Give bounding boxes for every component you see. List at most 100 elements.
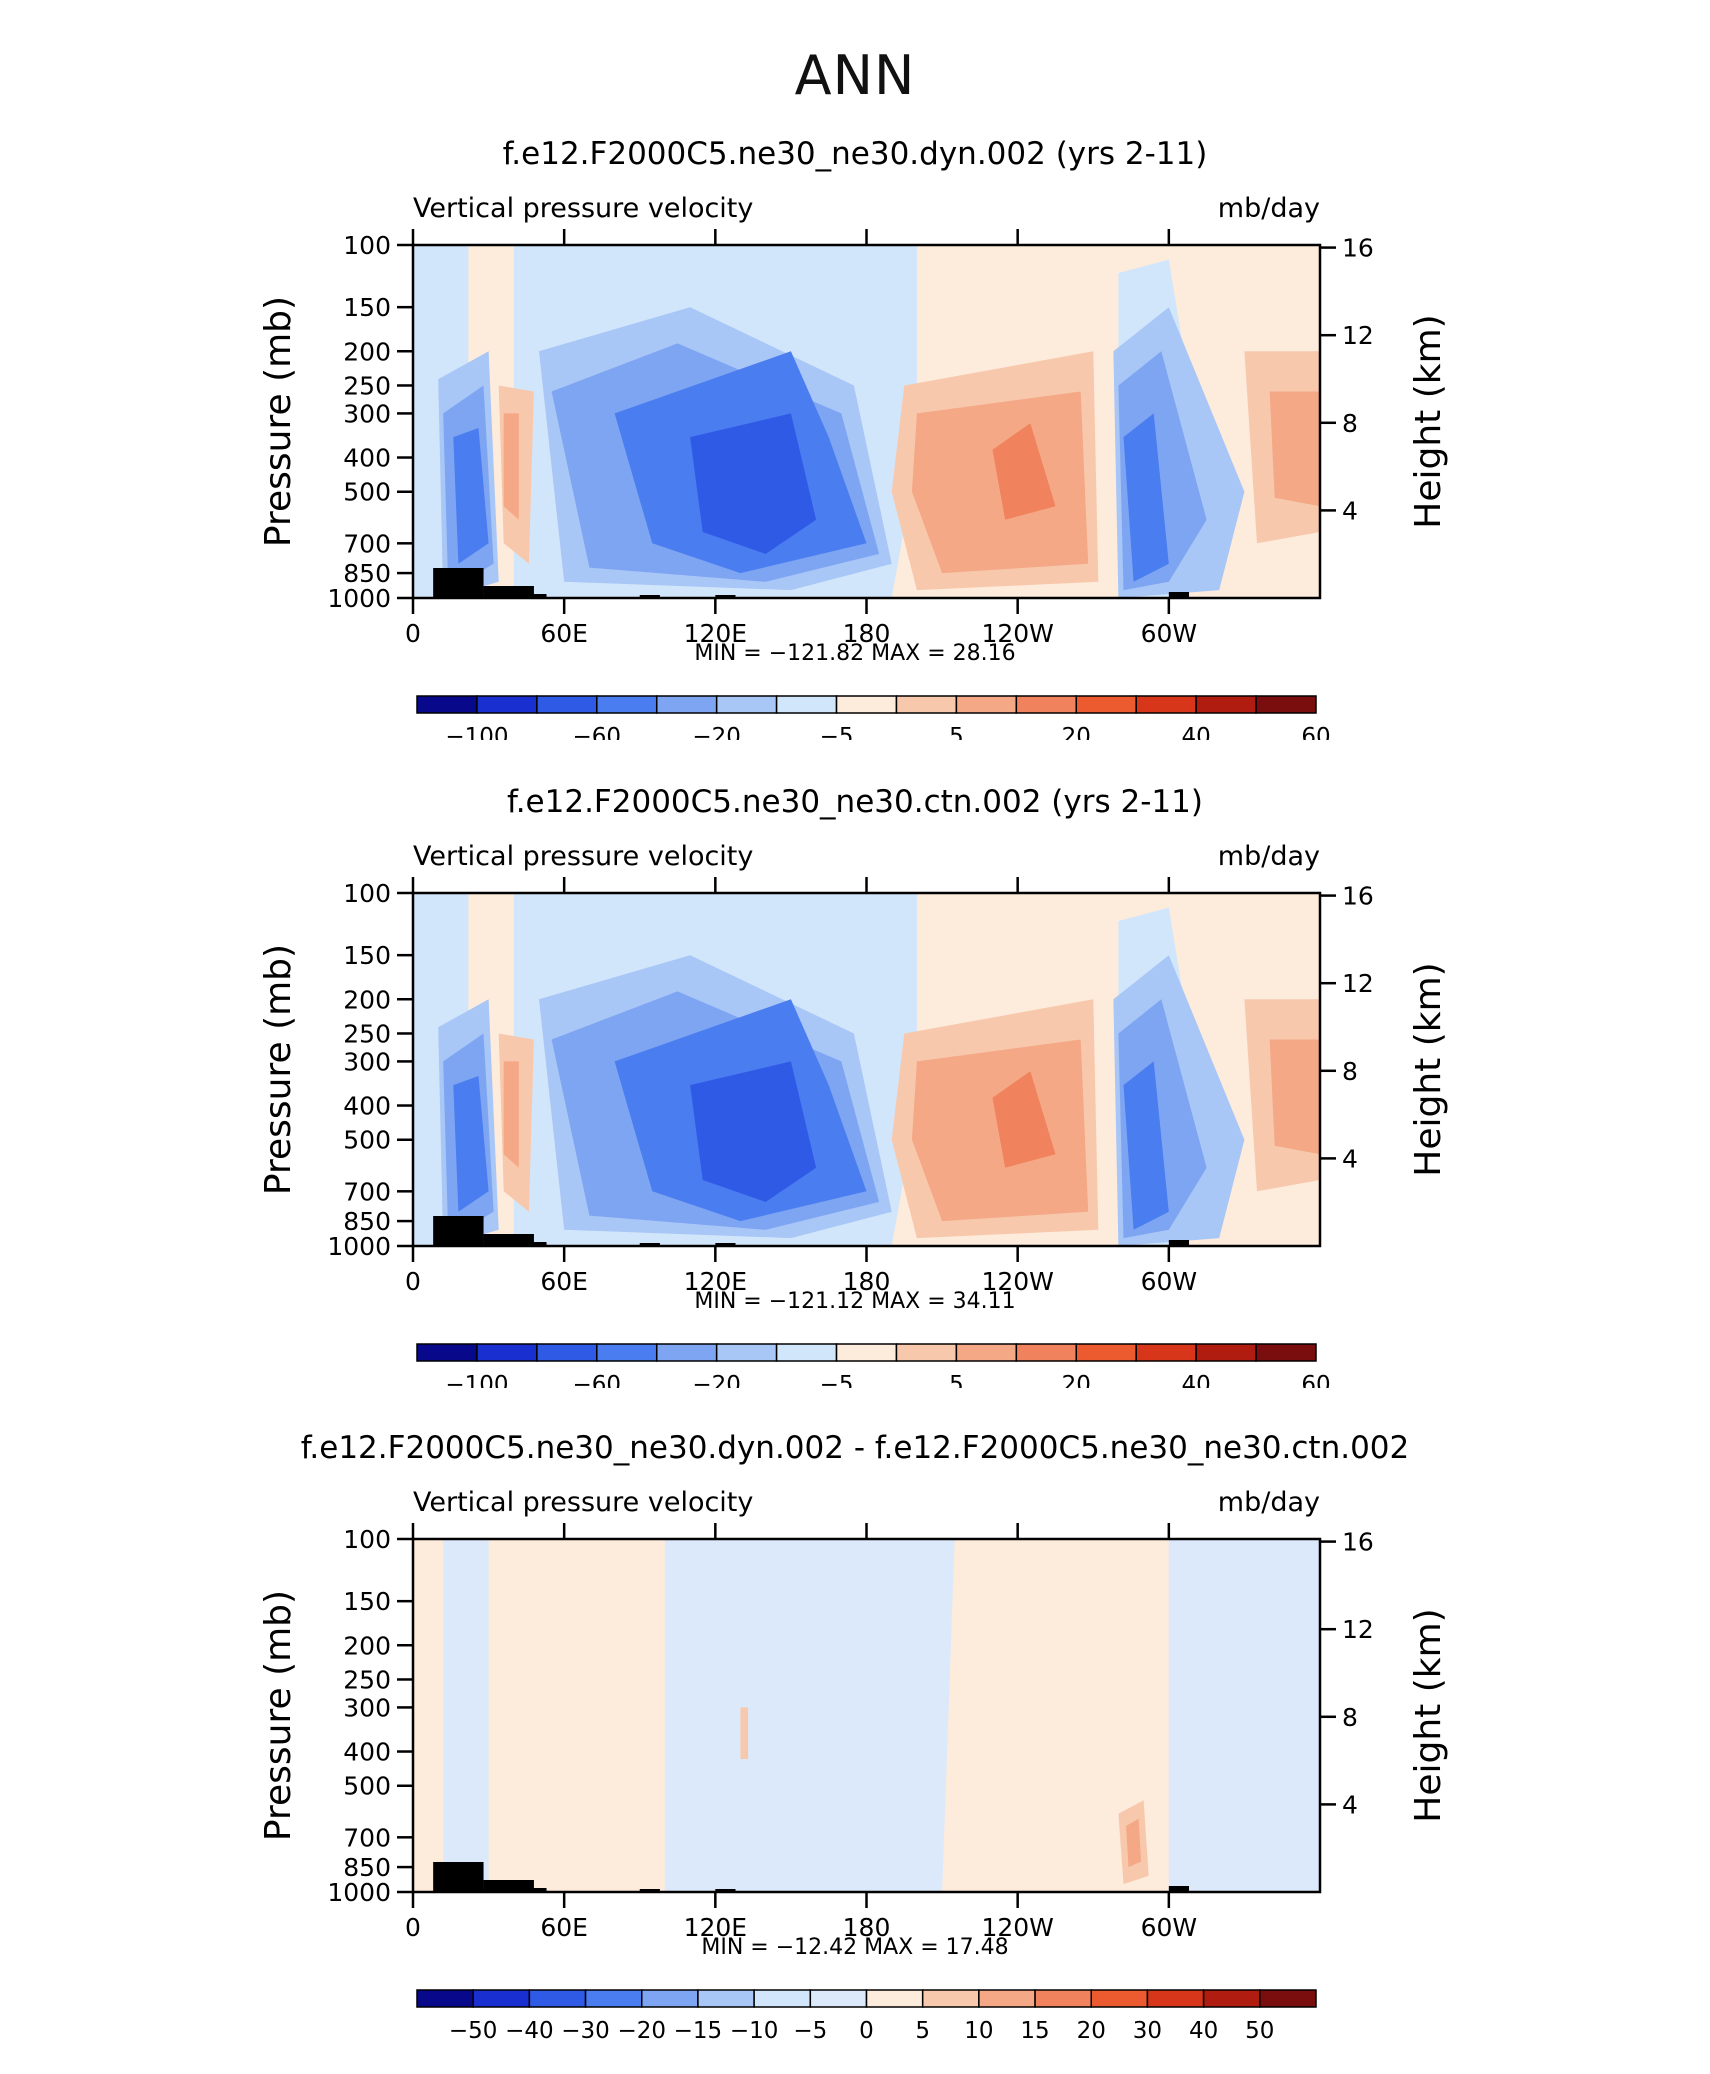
colorbar-swatch bbox=[955, 1343, 1018, 1362]
y-tick-label: 1000 bbox=[327, 1878, 391, 1907]
y-right-tick-label: 4 bbox=[1342, 1790, 1358, 1819]
colorbar-swatch bbox=[1075, 695, 1137, 714]
colorbar-swatch bbox=[921, 1989, 980, 2008]
contour-fill bbox=[453, 428, 489, 564]
y-tick-label: 850 bbox=[343, 1207, 391, 1236]
topography bbox=[526, 1242, 547, 1246]
x-tick-label: 180 bbox=[843, 619, 891, 648]
topography bbox=[483, 586, 534, 598]
colorbar-label: 20 bbox=[1062, 1372, 1091, 1388]
y-right-tick-label: 8 bbox=[1342, 1057, 1358, 1086]
y-tick-label: 500 bbox=[343, 1126, 391, 1155]
y-tick-label: 200 bbox=[343, 337, 391, 366]
colorbar-swatch bbox=[809, 1989, 868, 2008]
y-right-axis-label: Height (km) bbox=[1408, 1608, 1449, 1822]
colorbar-swatch bbox=[1255, 1343, 1317, 1362]
colorbar-label: 60 bbox=[1301, 724, 1330, 740]
colorbar-swatch bbox=[476, 1343, 538, 1362]
colorbar-swatch bbox=[1034, 1989, 1092, 2008]
panel-title: f.e12.F2000C5.ne30_ne30.dyn.002 - f.e12.… bbox=[301, 1430, 1410, 1466]
x-tick-label: 120E bbox=[684, 619, 748, 648]
topography bbox=[1168, 592, 1189, 598]
y-right-axis-label: Height (km) bbox=[1408, 314, 1449, 528]
topography bbox=[526, 594, 547, 598]
x-tick-label: 60E bbox=[540, 1267, 588, 1296]
x-tick-label: 180 bbox=[843, 1267, 891, 1296]
y-tick-label: 850 bbox=[343, 559, 391, 588]
contour-fill bbox=[740, 1707, 749, 1759]
colorbar-label: 40 bbox=[1189, 2018, 1218, 2044]
y-tick-label: 250 bbox=[343, 1665, 391, 1694]
colorbar-swatch bbox=[1075, 1343, 1137, 1362]
page-title: ANN bbox=[794, 44, 916, 107]
colorbar-swatch bbox=[1015, 695, 1078, 714]
colorbar-label: 40 bbox=[1181, 724, 1210, 740]
x-tick-label: 60E bbox=[540, 619, 588, 648]
y-tick-label: 400 bbox=[343, 1738, 391, 1767]
colorbar-swatch bbox=[655, 1343, 718, 1362]
y-right-tick-label: 8 bbox=[1342, 409, 1358, 438]
topography bbox=[1168, 1886, 1189, 1892]
colorbar-swatch bbox=[596, 695, 658, 714]
y-tick-label: 1000 bbox=[327, 1232, 391, 1261]
colorbar-label: 20 bbox=[1077, 2018, 1106, 2044]
colorbar-swatch bbox=[416, 695, 478, 714]
min-max-stats: MIN = −121.12 MAX = 34.11 bbox=[694, 1289, 1015, 1314]
colorbar-swatch bbox=[1255, 695, 1317, 714]
colorbar-label: −20 bbox=[692, 724, 741, 740]
y-tick-label: 850 bbox=[343, 1853, 391, 1882]
y-axis-label: Pressure (mb) bbox=[258, 944, 299, 1195]
y-tick-label: 700 bbox=[343, 1823, 391, 1852]
topography bbox=[1168, 1240, 1189, 1246]
contour-fill bbox=[1123, 413, 1169, 582]
contour-fill bbox=[690, 413, 817, 554]
colorbar-label: 40 bbox=[1181, 1372, 1210, 1388]
y-tick-label: 300 bbox=[343, 399, 391, 428]
topography bbox=[715, 595, 736, 598]
contour-fill bbox=[1126, 1818, 1142, 1868]
y-tick-label: 700 bbox=[343, 1177, 391, 1206]
colorbar-label: −60 bbox=[573, 724, 622, 740]
colorbar-swatch bbox=[895, 1343, 958, 1362]
colorbar-swatch bbox=[416, 1989, 474, 2008]
y-tick-label: 150 bbox=[343, 941, 391, 970]
y-right-tick-label: 4 bbox=[1342, 1144, 1358, 1173]
y-right-axis-label: Height (km) bbox=[1408, 962, 1449, 1176]
plot-area bbox=[413, 1539, 1320, 1892]
y-tick-label: 150 bbox=[343, 1587, 391, 1616]
x-tick-label: 120W bbox=[981, 619, 1053, 648]
x-tick-label: 120E bbox=[684, 1913, 748, 1942]
contour-fill bbox=[1123, 1061, 1169, 1230]
x-tick-label: 60E bbox=[540, 1913, 588, 1942]
chart-panel-diff: f.e12.F2000C5.ne30_ne30.dyn.002 - f.e12.… bbox=[258, 1430, 1449, 2044]
y-tick-label: 250 bbox=[343, 371, 391, 400]
x-tick-label: 60W bbox=[1141, 619, 1198, 648]
y-tick-label: 250 bbox=[343, 1019, 391, 1048]
plot-area bbox=[413, 893, 1320, 1246]
y-right-tick-label: 12 bbox=[1342, 321, 1374, 350]
topography bbox=[639, 1243, 660, 1246]
y-tick-label: 1000 bbox=[327, 584, 391, 613]
y-tick-label: 500 bbox=[343, 478, 391, 507]
y-right-tick-label: 16 bbox=[1342, 882, 1374, 911]
y-right-tick-label: 12 bbox=[1342, 1615, 1374, 1644]
y-right-tick-label: 16 bbox=[1342, 1528, 1374, 1557]
colorbar-swatch bbox=[1202, 1989, 1261, 2008]
colorbar-label: 20 bbox=[1062, 724, 1091, 740]
topography bbox=[715, 1889, 736, 1892]
x-tick-label: 120E bbox=[684, 1267, 748, 1296]
colorbar-label: −30 bbox=[561, 2018, 610, 2044]
colorbar-swatch bbox=[416, 1343, 478, 1362]
colorbar-swatch bbox=[476, 695, 538, 714]
contour-fill bbox=[992, 1071, 1056, 1168]
chart-panel-ctn: f.e12.F2000C5.ne30_ne30.ctn.002 (yrs 2-1… bbox=[258, 784, 1449, 1388]
y-tick-label: 100 bbox=[343, 879, 391, 908]
colorbar-swatch bbox=[895, 695, 958, 714]
topography bbox=[433, 568, 484, 598]
contour-fill bbox=[690, 1061, 817, 1202]
y-tick-label: 300 bbox=[343, 1047, 391, 1076]
colorbar-swatch bbox=[1259, 1989, 1317, 2008]
colorbar-swatch bbox=[1015, 1343, 1078, 1362]
y-tick-label: 100 bbox=[343, 1525, 391, 1554]
colorbar-label: 5 bbox=[915, 2018, 930, 2044]
